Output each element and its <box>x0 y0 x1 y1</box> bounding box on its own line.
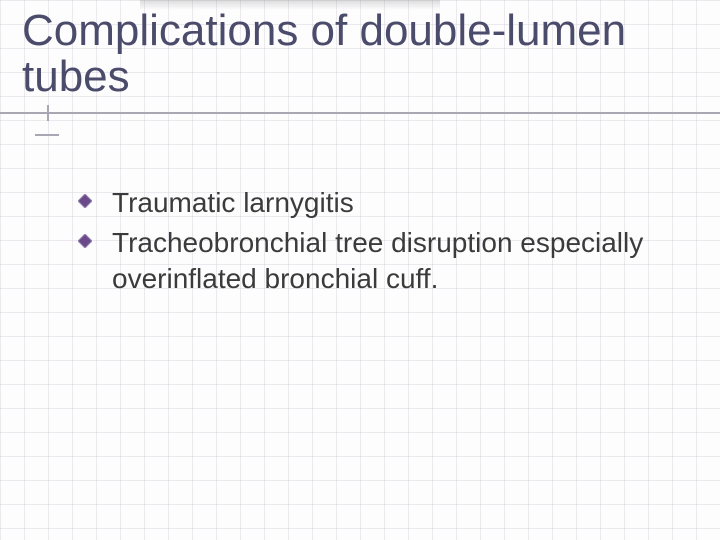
list-item-text: Traumatic larnygitis <box>112 185 354 221</box>
list-item: Tracheobronchial tree disruption especia… <box>78 225 690 297</box>
diamond-bullet-icon <box>78 234 92 248</box>
title-underline <box>0 112 720 114</box>
slide: Complications of double-lumen tubes Trau… <box>0 0 720 540</box>
tick-horizontal <box>35 134 59 136</box>
list-item: Traumatic larnygitis <box>78 185 690 221</box>
diamond-bullet-icon <box>78 194 92 208</box>
bullet-list: Traumatic larnygitis Tracheobronchial tr… <box>78 185 690 300</box>
tick-vertical <box>47 105 49 121</box>
list-item-text: Tracheobronchial tree disruption especia… <box>112 225 690 297</box>
slide-title: Complications of double-lumen tubes <box>22 8 698 100</box>
